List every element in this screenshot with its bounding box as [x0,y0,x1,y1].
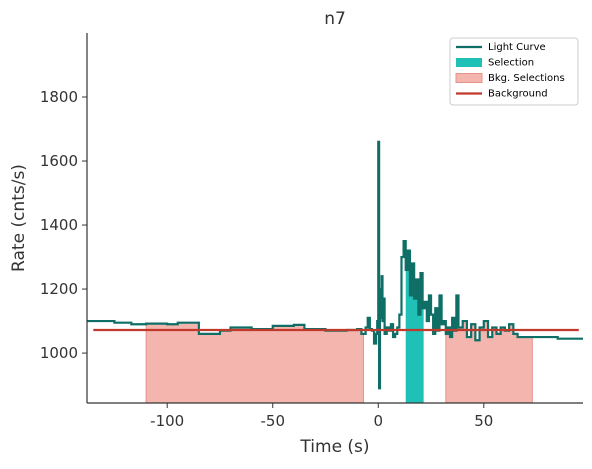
plot-area [87,140,583,404]
y-axis-label: Rate (cnts/s) [9,164,29,272]
legend: Light Curve Selection Bkg. Selections Backg… [449,37,579,106]
chart-title: n7 [324,9,346,29]
legend-box [449,37,579,106]
selection [405,250,424,403]
legend-swatch [455,73,483,83]
legend-label: Background [488,89,548,100]
y-tick-label: 1600 [40,152,78,170]
bkg-selection [145,322,364,404]
x-tick-label: 50 [474,412,493,430]
y-tick-label: 1200 [40,280,78,298]
legend-label: Light Curve [488,42,546,53]
x-axis-label: Time (s) [299,437,369,457]
y-tick-label: 1400 [40,216,78,234]
legend-label: Bkg. Selections [488,73,565,84]
x-tick-label: 0 [373,412,383,430]
x-tick-label: -50 [260,412,285,430]
y-tick-label: 1800 [40,88,78,106]
legend-swatch [456,58,482,67]
legend-label: Selection [488,58,534,69]
x-tick-label: -100 [150,412,184,430]
y-tick-label: 1000 [40,344,78,362]
